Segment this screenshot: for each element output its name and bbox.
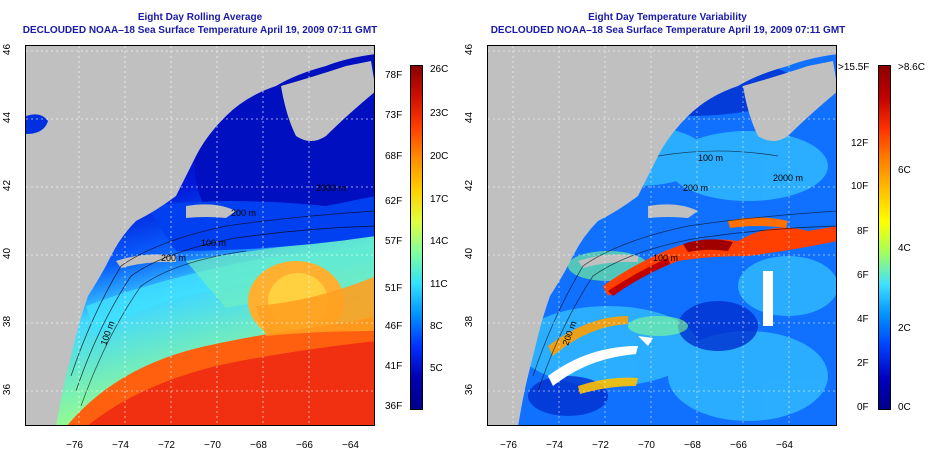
contour-label: 200 m [231, 208, 256, 218]
fahrenheit-label: 57F [385, 236, 403, 247]
celsius-label: 26C [430, 64, 449, 75]
x-tick-label: −72 [592, 440, 609, 451]
fahrenheit-label: 8F [857, 226, 869, 237]
x-tick-label: −72 [158, 440, 175, 451]
contour-label: 2000 m [316, 183, 346, 193]
contour-label: 200 m [161, 253, 186, 263]
celsius-label: 11C [430, 279, 448, 290]
fahrenheit-label: 10F [851, 181, 869, 192]
fahrenheit-label: 62F [385, 196, 403, 207]
y-tick-label: 42 [2, 179, 14, 192]
x-tick-label: −70 [204, 440, 221, 451]
y-tick-label: 38 [464, 315, 476, 328]
celsius-label: 14C [430, 236, 449, 247]
x-tick-label: −64 [342, 440, 359, 451]
contour-label: 2000 m [773, 173, 803, 183]
fahrenheit-label: 73F [385, 110, 403, 121]
celsius-label: 2C [898, 323, 911, 334]
x-tick-label: −76 [66, 440, 83, 451]
x-tick-label: −74 [112, 440, 129, 451]
y-tick-label: 38 [2, 315, 14, 328]
x-tick-label: −76 [500, 440, 517, 451]
celsius-label: 4C [898, 243, 911, 254]
x-tick-label: −74 [546, 440, 563, 451]
fahrenheit-label: 78F [385, 70, 403, 81]
x-tick-label: −68 [250, 440, 267, 451]
fahrenheit-label: >15.5F [838, 62, 870, 73]
fahrenheit-label: 0F [857, 402, 869, 413]
left-map-title: Eight Day Rolling Average [137, 12, 263, 23]
right-map-title: Eight Day Temperature Variability [588, 12, 747, 23]
x-tick-label: −64 [776, 440, 793, 451]
y-tick-label: 44 [2, 111, 14, 124]
left-map: 2000 m 200 m 100 m 200 m 100 m [25, 45, 375, 426]
y-tick-label: 40 [2, 247, 14, 260]
celsius-label: >8.6C [898, 62, 925, 73]
fahrenheit-label: 4F [857, 314, 869, 325]
contour-label: 100 m [201, 238, 226, 248]
celsius-label: 6C [898, 165, 911, 176]
right-colorbar [878, 65, 891, 410]
celsius-label: 17C [430, 194, 449, 205]
fahrenheit-label: 2F [857, 358, 869, 369]
y-tick-label: 44 [464, 111, 476, 124]
right-variability-map: 100 m 2000 m 200 m 100 m 200 m [488, 46, 836, 425]
celsius-label: 23C [430, 108, 449, 119]
right-map: 100 m 2000 m 200 m 100 m 200 m [487, 45, 837, 426]
x-tick-label: −66 [296, 440, 313, 451]
y-tick-label: 40 [464, 247, 476, 260]
fahrenheit-label: 46F [385, 321, 403, 332]
y-tick-label: 42 [464, 179, 476, 192]
fahrenheit-label: 6F [857, 270, 869, 281]
celsius-label: 0C [898, 402, 911, 413]
contour-label: 200 m [683, 183, 708, 193]
contour-label: 100 m [653, 253, 678, 263]
celsius-label: 20C [430, 151, 449, 162]
right-map-subtitle: DECLOUDED NOAA–18 Sea Surface Temperatur… [490, 25, 846, 36]
celsius-label: 5C [430, 363, 443, 374]
y-tick-label: 36 [2, 383, 14, 396]
x-tick-label: −68 [684, 440, 701, 451]
x-tick-label: −70 [638, 440, 655, 451]
fahrenheit-label: 68F [385, 151, 403, 162]
fahrenheit-label: 36F [385, 401, 403, 412]
contour-label: 100 m [698, 153, 723, 163]
x-tick-label: −66 [730, 440, 747, 451]
y-tick-label: 46 [464, 43, 476, 56]
y-tick-label: 46 [2, 43, 14, 56]
left-sst-map: 2000 m 200 m 100 m 200 m 100 m [26, 46, 374, 425]
left-map-subtitle: DECLOUDED NOAA–18 Sea Surface Temperatur… [22, 25, 378, 36]
fahrenheit-label: 51F [385, 283, 403, 294]
fahrenheit-label: 41F [385, 361, 403, 372]
y-tick-label: 36 [464, 383, 476, 396]
fahrenheit-label: 12F [851, 138, 869, 149]
left-colorbar [410, 65, 423, 410]
celsius-label: 8C [430, 321, 443, 332]
